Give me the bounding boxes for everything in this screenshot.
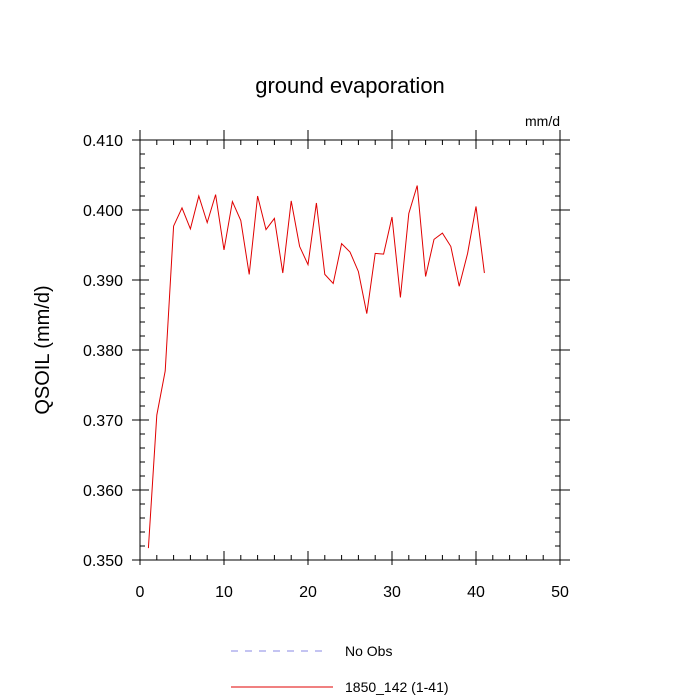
x-tick-label: 30	[383, 584, 401, 601]
y-tick-label: 0.380	[83, 343, 123, 360]
series-line	[147, 185, 485, 549]
y-tick-label: 0.370	[83, 413, 123, 430]
legend-label: No Obs	[345, 643, 392, 659]
y-tick-label: 0.400	[83, 203, 123, 220]
units-label: mm/d	[525, 113, 560, 129]
series-layer	[147, 185, 485, 549]
y-tick-label: 0.410	[83, 133, 123, 150]
x-tick-label: 10	[215, 584, 233, 601]
y-tick-label: 0.350	[83, 553, 123, 570]
legend-label: 1850_142 (1-41)	[345, 679, 449, 695]
x-tick-label: 0	[136, 584, 145, 601]
y-tick-label: 0.390	[83, 273, 123, 290]
x-tick-label: 50	[551, 584, 569, 601]
x-tick-label: 40	[467, 584, 485, 601]
ticks-layer: 0 10 20 30 40 50 0.350 0.360 0.370 0.380 0.390 0.40…	[83, 130, 570, 601]
plot-frame	[139, 139, 561, 561]
y-tick-label: 0.360	[83, 483, 123, 500]
legend: No Obs 1850_142 (1-41)	[231, 643, 449, 695]
x-tick-label: 20	[299, 584, 317, 601]
y-axis-label: QSOIL (mm/d)	[32, 285, 54, 414]
chart-title: ground evaporation	[255, 73, 445, 98]
